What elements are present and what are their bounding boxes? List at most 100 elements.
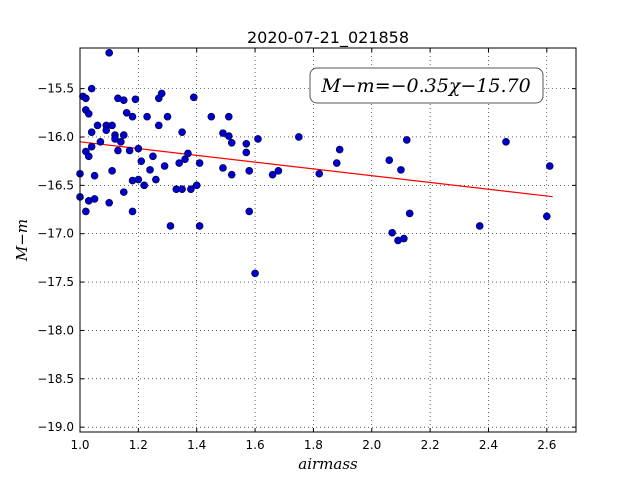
y-tick-label: −17.5: [37, 275, 74, 289]
data-point: [268, 170, 277, 179]
data-point: [175, 159, 183, 167]
data-point: [102, 126, 111, 135]
data-point: [87, 128, 96, 136]
data-point: [149, 152, 157, 161]
data-point: [140, 181, 148, 190]
chart-title: 2020-07-21_021858: [247, 28, 409, 48]
data-point: [84, 152, 93, 161]
data-point: [219, 164, 227, 172]
data-point: [335, 145, 344, 154]
data-point: [125, 146, 134, 155]
axis-ticks: [79, 48, 576, 432]
y-tick-label: −19.0: [37, 420, 74, 434]
data-point: [90, 171, 99, 180]
x-tick-label: 1.8: [304, 438, 323, 452]
x-tick-label: 2.6: [537, 438, 556, 452]
data-point: [397, 166, 405, 174]
data-point: [96, 138, 105, 146]
data-point: [502, 138, 510, 146]
data-point: [227, 138, 236, 147]
data-point: [82, 207, 90, 216]
data-point: [90, 195, 99, 203]
data-point: [295, 133, 303, 141]
data-point: [119, 188, 128, 196]
data-point: [160, 162, 169, 170]
equation-box-frame: [309, 67, 544, 104]
data-point: [274, 167, 283, 175]
data-point: [225, 132, 233, 140]
x-tick-label: 1.2: [129, 438, 148, 452]
data-point: [166, 222, 175, 230]
y-tick-label: −18.0: [37, 323, 74, 337]
data-point: [315, 169, 324, 178]
data-point: [105, 198, 113, 207]
data-point: [84, 109, 93, 118]
data-point: [134, 144, 143, 153]
data-point: [128, 207, 137, 216]
data-point: [87, 142, 96, 151]
data-point: [114, 146, 122, 155]
data-point: [119, 96, 128, 105]
data-point: [146, 166, 154, 174]
y-axis-label: M−m: [13, 219, 31, 262]
data-point: [119, 131, 128, 139]
data-point: [192, 181, 201, 190]
x-axis-label: airmass: [298, 455, 358, 473]
y-tick-label: −17.0: [37, 227, 74, 241]
fit-equation-box: M−m=−0.35χ−15.70: [309, 67, 544, 104]
data-point: [152, 175, 160, 184]
data-point: [189, 93, 198, 102]
data-point: [128, 112, 137, 121]
x-tick-label: 1.0: [70, 438, 89, 452]
data-point: [154, 121, 163, 130]
data-point: [108, 121, 116, 130]
x-tick-label: 2.4: [479, 438, 498, 452]
data-point: [543, 212, 551, 221]
x-tick-label: 2.0: [362, 438, 381, 452]
data-point: [143, 112, 151, 121]
x-tick-labels: 1.0 1.2 1.4 1.6 1.8 2.0 2.2 2.4 2.6: [70, 438, 556, 452]
data-point: [195, 222, 204, 230]
data-point: [184, 149, 192, 158]
data-point: [207, 112, 216, 121]
y-tick-label: −16.5: [37, 178, 74, 192]
data-point: [254, 135, 262, 143]
fit-line-group: [79, 141, 553, 198]
y-tick-label: −18.5: [37, 372, 74, 386]
data-point: [178, 185, 186, 194]
data-point: [545, 162, 554, 170]
data-point: [178, 128, 186, 136]
data-point: [245, 207, 254, 216]
plot-frame: [79, 47, 577, 433]
data-point: [405, 209, 414, 218]
data-point: [131, 95, 140, 104]
data-point: [108, 167, 116, 175]
data-point: [82, 94, 90, 103]
y-tick-label: −16.0: [37, 130, 74, 144]
data-point: [137, 157, 146, 165]
data-point: [475, 222, 484, 230]
data-point: [225, 112, 233, 121]
data-point: [187, 185, 195, 194]
data-point: [332, 159, 341, 167]
data-point: [163, 112, 172, 121]
data-point: [388, 228, 396, 237]
data-point: [105, 49, 113, 57]
x-tick-label: 1.6: [246, 438, 265, 452]
data-point: [242, 148, 251, 157]
x-tick-label: 2.2: [421, 438, 440, 452]
data-point: [245, 167, 254, 175]
data-point: [195, 159, 204, 167]
data-point: [93, 121, 102, 130]
fit-line: [79, 141, 553, 198]
data-point: [87, 84, 96, 93]
data-point: [157, 89, 166, 98]
grid-lines: [79, 48, 576, 432]
y-tick-label: −15.5: [37, 82, 74, 96]
data-point: [242, 139, 251, 148]
data-point: [227, 170, 236, 179]
y-tick-labels: −15.5 −16.0 −16.5 −17.0 −17.5 −18.0 −18.5 −19.0: [37, 82, 74, 435]
fit-equation: M−m=−0.35χ−15.70: [320, 75, 530, 97]
data-point: [385, 156, 394, 165]
